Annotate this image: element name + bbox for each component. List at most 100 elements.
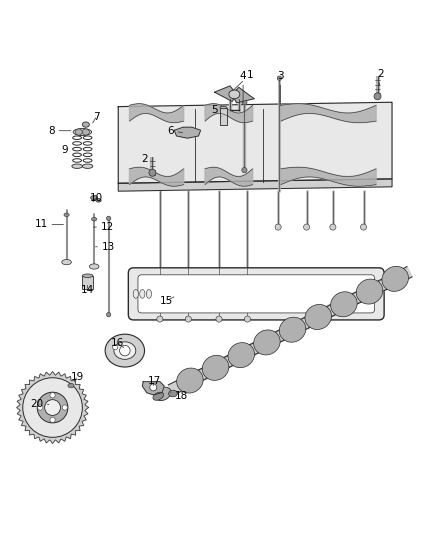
Ellipse shape <box>105 334 145 367</box>
FancyBboxPatch shape <box>128 268 384 320</box>
Ellipse shape <box>62 260 71 265</box>
Circle shape <box>185 316 191 322</box>
Polygon shape <box>215 86 237 101</box>
Circle shape <box>37 392 68 423</box>
Ellipse shape <box>220 106 227 109</box>
Circle shape <box>62 405 67 410</box>
Polygon shape <box>174 127 201 138</box>
Text: 7: 7 <box>93 112 100 123</box>
Circle shape <box>113 344 118 350</box>
Text: 2: 2 <box>378 69 385 86</box>
Polygon shape <box>17 372 88 443</box>
Ellipse shape <box>222 356 235 367</box>
Circle shape <box>120 345 130 356</box>
Ellipse shape <box>82 129 89 135</box>
Ellipse shape <box>96 199 101 202</box>
Ellipse shape <box>169 390 177 397</box>
Ellipse shape <box>64 213 69 216</box>
Circle shape <box>150 384 157 391</box>
Ellipse shape <box>91 196 98 200</box>
Ellipse shape <box>82 122 89 127</box>
Circle shape <box>23 378 82 437</box>
Ellipse shape <box>177 368 203 393</box>
Circle shape <box>304 224 310 230</box>
Polygon shape <box>168 266 412 395</box>
Circle shape <box>330 224 336 230</box>
Text: 20: 20 <box>30 399 49 409</box>
Circle shape <box>50 417 55 423</box>
Ellipse shape <box>305 304 332 329</box>
Circle shape <box>216 316 222 322</box>
FancyBboxPatch shape <box>138 275 374 313</box>
Polygon shape <box>130 104 184 123</box>
Bar <box>82 276 93 289</box>
Polygon shape <box>232 87 254 103</box>
Text: 12: 12 <box>93 222 114 232</box>
Circle shape <box>242 167 247 173</box>
Ellipse shape <box>331 292 357 317</box>
Ellipse shape <box>82 164 93 168</box>
Ellipse shape <box>155 387 171 401</box>
Ellipse shape <box>376 279 389 291</box>
Text: 11: 11 <box>35 220 64 229</box>
Polygon shape <box>205 104 253 123</box>
Ellipse shape <box>356 279 383 304</box>
Polygon shape <box>142 382 164 395</box>
Ellipse shape <box>72 164 82 168</box>
Ellipse shape <box>140 289 145 298</box>
Ellipse shape <box>324 305 338 316</box>
Bar <box>220 108 227 125</box>
Ellipse shape <box>73 128 92 135</box>
Polygon shape <box>118 102 392 183</box>
Ellipse shape <box>92 217 97 221</box>
Polygon shape <box>118 179 392 191</box>
Circle shape <box>275 224 281 230</box>
Polygon shape <box>281 104 376 123</box>
Text: 5: 5 <box>211 104 221 116</box>
Ellipse shape <box>202 356 229 381</box>
Circle shape <box>242 100 247 105</box>
Circle shape <box>244 316 251 322</box>
Text: 15: 15 <box>160 296 174 305</box>
Text: 18: 18 <box>171 391 188 401</box>
Ellipse shape <box>133 289 138 298</box>
Circle shape <box>106 312 111 317</box>
Text: 1: 1 <box>233 70 253 91</box>
Circle shape <box>38 405 43 410</box>
Circle shape <box>106 216 111 221</box>
Ellipse shape <box>82 274 93 278</box>
Ellipse shape <box>196 368 209 380</box>
Polygon shape <box>205 167 253 186</box>
Polygon shape <box>281 167 376 186</box>
Text: 14: 14 <box>81 285 94 295</box>
Ellipse shape <box>350 292 364 304</box>
Ellipse shape <box>254 330 280 355</box>
Ellipse shape <box>279 317 306 342</box>
Text: 2: 2 <box>141 154 151 164</box>
Text: 8: 8 <box>48 126 71 136</box>
Ellipse shape <box>114 342 136 359</box>
Text: 4: 4 <box>240 71 247 103</box>
Ellipse shape <box>68 383 74 388</box>
Ellipse shape <box>228 343 254 368</box>
Ellipse shape <box>273 330 286 342</box>
Text: 13: 13 <box>95 242 115 252</box>
Text: 6: 6 <box>167 126 183 136</box>
Circle shape <box>277 76 282 80</box>
Ellipse shape <box>75 129 82 135</box>
Text: 10: 10 <box>90 193 103 203</box>
Circle shape <box>360 224 367 230</box>
Ellipse shape <box>146 289 152 298</box>
Ellipse shape <box>89 264 99 269</box>
Circle shape <box>50 393 55 398</box>
Ellipse shape <box>299 318 312 329</box>
Text: 19: 19 <box>71 372 84 382</box>
Circle shape <box>157 316 163 322</box>
Circle shape <box>374 93 381 100</box>
Ellipse shape <box>247 343 261 354</box>
Polygon shape <box>130 167 184 186</box>
Text: 9: 9 <box>61 146 72 156</box>
Ellipse shape <box>153 392 164 400</box>
Circle shape <box>149 169 156 176</box>
Text: 3: 3 <box>277 71 284 105</box>
